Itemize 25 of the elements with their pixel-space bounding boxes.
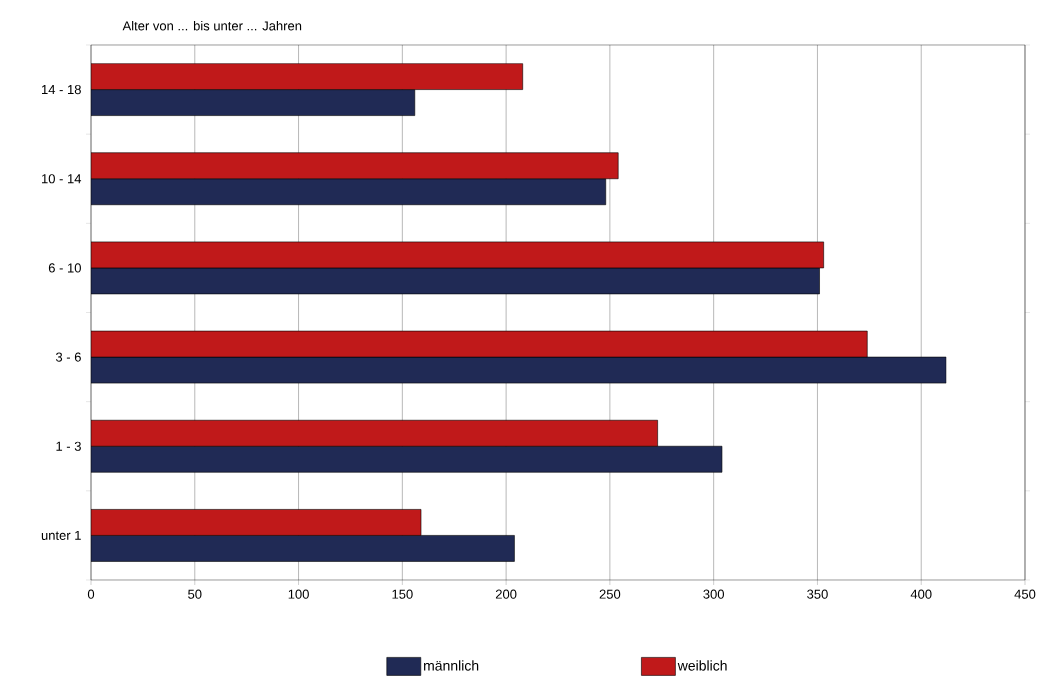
bar bbox=[91, 267, 820, 295]
x-tick-label: 250 bbox=[599, 589, 621, 599]
y-tick-label: 6 - 10 bbox=[48, 263, 81, 273]
x-tick-label: 100 bbox=[288, 589, 309, 599]
bar bbox=[91, 89, 416, 116]
x-tick-label: 200 bbox=[495, 589, 517, 599]
x-tick-label: 50 bbox=[188, 589, 202, 599]
x-tick-label: 0 bbox=[87, 589, 95, 599]
x-tick-label: 300 bbox=[703, 589, 725, 599]
y-tick-label: 1 - 3 bbox=[56, 441, 81, 451]
x-tick-label: 400 bbox=[910, 589, 932, 599]
x-tick-label: 150 bbox=[392, 589, 413, 599]
y-tick-label: 3 - 6 bbox=[55, 352, 81, 362]
legend-label: männlich bbox=[424, 660, 479, 671]
bar bbox=[91, 535, 515, 562]
y-tick-label: unter 1 bbox=[41, 530, 81, 540]
x-tick-label: 350 bbox=[807, 589, 828, 599]
x-tick-label: 450 bbox=[1014, 589, 1036, 599]
y-axis-title: Alter von ... bis unter ... Jahren bbox=[122, 20, 302, 31]
y-tick-label: 14 - 18 bbox=[41, 84, 81, 95]
y-tick-label: 10 - 14 bbox=[41, 174, 82, 184]
legend-label: weiblich bbox=[677, 660, 727, 671]
bar bbox=[91, 178, 607, 206]
bar bbox=[91, 445, 723, 473]
bar bbox=[91, 356, 947, 384]
